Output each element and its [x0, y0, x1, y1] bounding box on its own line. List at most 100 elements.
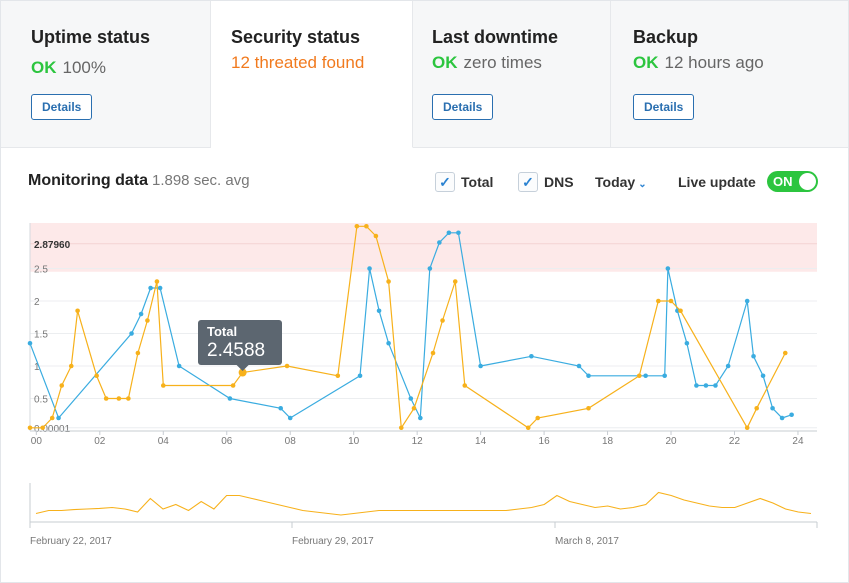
total-checkbox[interactable]: ✓ Total — [435, 171, 493, 193]
data-point — [427, 266, 433, 271]
details-button[interactable]: Details — [31, 94, 93, 120]
data-point — [713, 383, 718, 388]
threshold-band — [30, 223, 817, 272]
card-backup: Backup OK 12 hours ago Details — [611, 1, 848, 148]
hover-point — [238, 368, 247, 377]
data-point — [56, 415, 61, 421]
data-point — [27, 425, 33, 431]
data-point — [176, 363, 182, 369]
check-icon: ✓ — [518, 172, 538, 192]
data-point — [227, 396, 233, 401]
status-cards: Uptime status OK 100% Details Security st… — [1, 1, 848, 148]
range-label: Today — [595, 174, 636, 190]
data-point — [284, 363, 290, 369]
data-point — [782, 350, 788, 356]
data-point — [535, 415, 541, 421]
dns-checkbox[interactable]: ✓ DNS — [518, 171, 574, 193]
data-point — [129, 331, 134, 336]
live-update-toggle[interactable]: ON — [767, 171, 818, 192]
data-point — [456, 230, 461, 236]
data-point — [357, 373, 363, 379]
card-status: OK 100% — [31, 58, 106, 78]
x-tick-label: 20 — [665, 436, 677, 447]
data-point — [373, 233, 379, 239]
data-point — [678, 308, 683, 314]
data-point — [744, 298, 750, 304]
x-tick-label: 22 — [729, 436, 741, 447]
data-point — [529, 353, 534, 359]
overview-date-label: March 8, 2017 — [555, 536, 619, 547]
data-point — [725, 363, 731, 369]
data-point — [452, 279, 458, 284]
total-label: Total — [461, 174, 494, 190]
x-tick-label: 14 — [475, 436, 487, 447]
range-dropdown[interactable]: Today ⌄ — [595, 174, 647, 190]
live-update-label: Live update — [678, 174, 756, 190]
status-text: 12 hours ago — [664, 53, 764, 72]
data-point — [586, 373, 591, 379]
ok-label: OK — [31, 58, 57, 77]
data-point — [145, 318, 150, 323]
details-button[interactable]: Details — [432, 94, 494, 120]
data-point — [703, 383, 709, 388]
data-point — [376, 308, 382, 314]
toggle-state: ON — [773, 174, 793, 189]
monitoring-avg: 1.898 sec. avg — [151, 172, 250, 189]
data-point — [148, 285, 153, 291]
data-point — [230, 383, 236, 388]
card-status: OK zero times — [432, 53, 542, 73]
data-point — [94, 373, 99, 379]
data-point — [138, 311, 144, 317]
x-tick-label: 10 — [348, 436, 360, 447]
data-point — [751, 353, 756, 359]
data-point — [694, 383, 699, 388]
y-tick-label: 1.5 — [34, 330, 48, 341]
data-point — [418, 415, 423, 421]
data-point — [525, 425, 531, 431]
x-tick-label: 06 — [221, 436, 233, 447]
data-point — [40, 425, 45, 431]
card-title: Backup — [633, 27, 699, 47]
tooltip-box — [198, 320, 282, 365]
data-point — [68, 363, 74, 369]
details-button[interactable]: Details — [633, 94, 695, 120]
x-tick-label: 18 — [602, 436, 614, 447]
data-point — [160, 383, 166, 388]
data-point — [335, 373, 341, 379]
data-point — [398, 425, 404, 431]
data-point — [684, 340, 690, 346]
data-point — [636, 373, 642, 379]
x-tick-label: 12 — [412, 436, 424, 447]
y-tick-label: 0.00001 — [34, 424, 71, 435]
data-point — [754, 405, 760, 411]
data-point — [576, 363, 582, 369]
ok-label: OK — [432, 53, 458, 72]
overview-date-label: February 22, 2017 — [30, 536, 112, 547]
tooltip-arrow — [236, 365, 249, 371]
card-downtime: Last downtime OK zero times Details — [413, 1, 611, 148]
x-tick-label: 24 — [792, 436, 804, 447]
data-point — [386, 340, 391, 346]
data-point — [408, 396, 414, 401]
card-title: Uptime status — [31, 27, 151, 47]
data-point — [744, 425, 750, 431]
data-point — [789, 412, 794, 418]
data-point — [126, 396, 131, 401]
data-point — [430, 350, 436, 356]
data-point — [440, 318, 445, 323]
check-icon: ✓ — [435, 172, 455, 192]
tooltip-value: 2.4588 — [207, 340, 265, 361]
data-point — [27, 340, 33, 346]
data-point — [411, 405, 417, 411]
data-point — [643, 373, 648, 379]
y-tick-label: 1 — [34, 362, 40, 373]
chevron-down-icon: ⌄ — [638, 179, 647, 190]
data-point — [154, 279, 160, 284]
series-line-orange — [30, 225, 786, 430]
toggle-knob — [799, 173, 816, 190]
data-point — [59, 383, 65, 388]
data-point — [665, 266, 671, 271]
data-point — [478, 363, 483, 369]
card-security[interactable]: Security status 12 threated found — [211, 1, 413, 148]
